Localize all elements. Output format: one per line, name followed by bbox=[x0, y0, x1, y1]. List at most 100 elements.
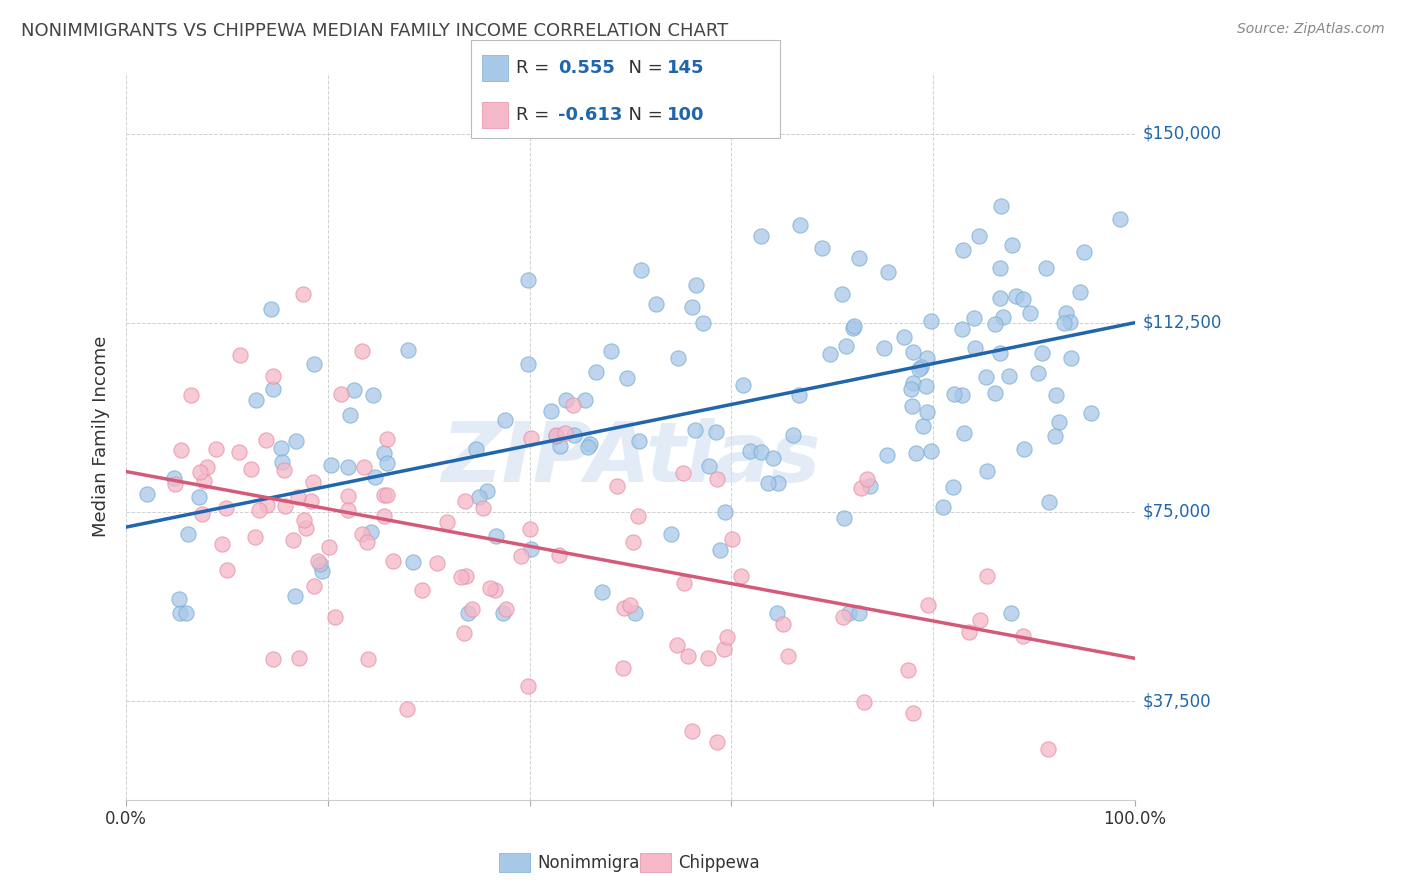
Point bbox=[576, 440, 599, 454]
Point bbox=[373, 446, 395, 460]
Point bbox=[831, 286, 853, 301]
Point bbox=[630, 263, 652, 277]
Point bbox=[903, 706, 925, 720]
Point bbox=[337, 459, 360, 474]
Point bbox=[292, 287, 315, 301]
Point bbox=[697, 650, 720, 665]
Point bbox=[1035, 260, 1057, 275]
Point bbox=[284, 434, 307, 449]
Point bbox=[1060, 351, 1083, 365]
Point bbox=[1018, 306, 1040, 320]
Point bbox=[195, 460, 218, 475]
Text: Nonimmigrants: Nonimmigrants bbox=[537, 854, 665, 871]
Point bbox=[893, 330, 915, 344]
Point bbox=[697, 458, 720, 473]
Text: Chippewa: Chippewa bbox=[678, 854, 759, 871]
Point bbox=[517, 273, 540, 287]
Point bbox=[768, 476, 790, 491]
Point bbox=[644, 297, 666, 311]
Point bbox=[713, 642, 735, 657]
Point bbox=[976, 465, 998, 479]
Point bbox=[974, 370, 997, 384]
Point bbox=[287, 490, 309, 504]
Point bbox=[193, 474, 215, 488]
Point bbox=[988, 261, 1011, 276]
Point bbox=[991, 310, 1014, 324]
Point bbox=[950, 321, 973, 335]
Point bbox=[1005, 289, 1028, 303]
Point bbox=[211, 537, 233, 551]
Point bbox=[517, 357, 540, 371]
Point bbox=[789, 218, 811, 232]
Point bbox=[749, 445, 772, 459]
Point bbox=[714, 505, 737, 519]
Point bbox=[256, 498, 278, 512]
Point bbox=[621, 535, 644, 549]
Point bbox=[755, 101, 778, 115]
Text: $75,000: $75,000 bbox=[1143, 503, 1212, 521]
Point bbox=[302, 475, 325, 490]
Point bbox=[965, 341, 987, 355]
Point bbox=[491, 606, 513, 620]
Point bbox=[243, 530, 266, 544]
Point bbox=[311, 564, 333, 578]
Point bbox=[969, 228, 991, 243]
Point bbox=[375, 456, 398, 470]
Point bbox=[373, 508, 395, 523]
Point bbox=[848, 606, 870, 620]
Point bbox=[730, 568, 752, 582]
Point bbox=[517, 679, 540, 693]
Point bbox=[270, 441, 292, 455]
Point bbox=[453, 625, 475, 640]
Point bbox=[554, 426, 576, 441]
Point bbox=[245, 392, 267, 407]
Point bbox=[454, 494, 477, 508]
Point bbox=[766, 606, 789, 620]
Point bbox=[350, 344, 373, 359]
Point bbox=[363, 388, 385, 402]
Point bbox=[479, 581, 502, 595]
Point bbox=[1036, 742, 1059, 756]
Point bbox=[471, 501, 494, 516]
Point bbox=[283, 533, 305, 547]
Text: N =: N = bbox=[617, 106, 669, 124]
Point bbox=[1109, 212, 1132, 227]
Point bbox=[811, 241, 834, 255]
Point bbox=[1073, 245, 1095, 260]
Point bbox=[579, 436, 602, 450]
Point bbox=[353, 459, 375, 474]
Point bbox=[169, 606, 191, 620]
Text: NONIMMIGRANTS VS CHIPPEWA MEDIAN FAMILY INCOME CORRELATION CHART: NONIMMIGRANTS VS CHIPPEWA MEDIAN FAMILY … bbox=[21, 22, 728, 40]
Point bbox=[856, 472, 879, 486]
Text: R =: R = bbox=[516, 59, 555, 77]
Point bbox=[562, 428, 585, 442]
Point bbox=[191, 507, 214, 521]
Point bbox=[395, 702, 418, 716]
Point bbox=[838, 606, 860, 620]
Point bbox=[319, 458, 342, 472]
Point bbox=[659, 527, 682, 541]
Point bbox=[600, 344, 623, 359]
Point bbox=[1047, 415, 1070, 429]
Point bbox=[574, 392, 596, 407]
Text: ZIPAtlas: ZIPAtlas bbox=[440, 417, 820, 499]
Point bbox=[716, 630, 738, 644]
Point bbox=[1069, 285, 1091, 299]
Point bbox=[1038, 495, 1060, 509]
Point bbox=[606, 478, 628, 492]
Point bbox=[284, 589, 307, 603]
Point bbox=[259, 302, 281, 317]
Point bbox=[623, 606, 645, 620]
Point bbox=[167, 592, 190, 607]
Point bbox=[706, 472, 728, 486]
Point bbox=[456, 569, 478, 583]
Text: $37,500: $37,500 bbox=[1143, 692, 1212, 710]
Point bbox=[309, 557, 332, 571]
Point bbox=[494, 413, 516, 427]
Point bbox=[484, 528, 506, 542]
Point bbox=[910, 359, 932, 374]
Point bbox=[852, 695, 875, 709]
Point bbox=[762, 450, 785, 465]
Point bbox=[612, 661, 634, 675]
Point bbox=[292, 513, 315, 527]
